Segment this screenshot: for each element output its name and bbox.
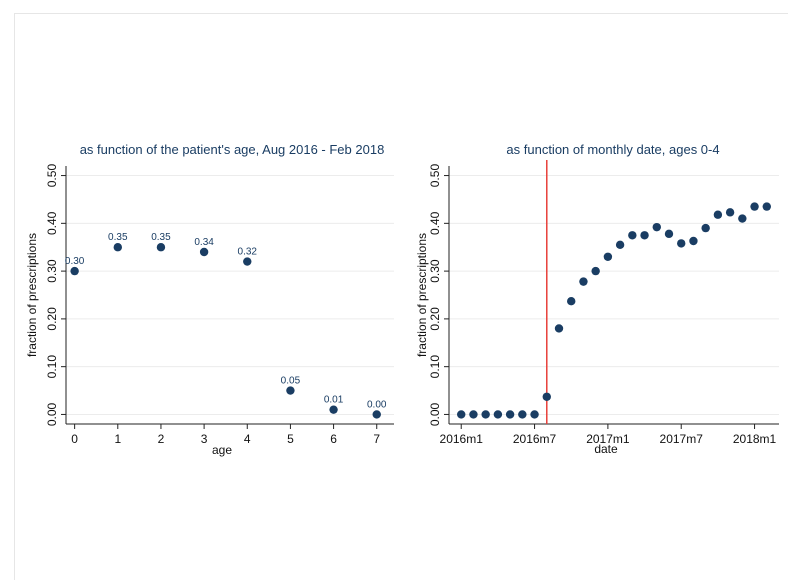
data-point [286,386,295,395]
data-label: 0.00 [367,399,387,410]
y-tick-label: 0.00 [45,402,59,426]
x-tick-label: 2 [158,432,165,446]
data-point [505,410,515,419]
data-point [199,247,209,257]
x-tick-label: 2017m7 [660,432,704,446]
x-tick-label: 4 [244,432,251,446]
data-label: 0.35 [108,232,128,243]
data-point [113,243,122,252]
y-tick-label: 0.50 [45,164,59,188]
x-tick-label: 2018m1 [733,432,777,446]
x-tick-label: 6 [330,432,337,446]
data-point [738,214,747,223]
data-point [554,324,564,333]
data-point [664,229,674,239]
data-point [481,410,490,419]
data-label: 0.35 [151,232,171,243]
data-point [469,410,478,419]
data-point [652,222,661,232]
y-tick-label: 0.00 [428,402,442,426]
x-tick-label: 2017m1 [586,432,630,446]
x-tick-label: 2016m1 [440,432,484,446]
data-point [567,297,576,306]
x-tick-label: 5 [287,432,294,446]
frame-top-border [14,13,788,14]
data-point [372,410,381,419]
y-tick-label: 0.20 [45,307,59,331]
data-point [156,243,166,252]
data-point [518,410,527,419]
data-point [677,239,686,248]
y-axis-label: fraction of prescriptions [415,233,429,357]
data-point [713,210,723,219]
y-tick-label: 0.30 [45,259,59,283]
y-tick-label: 0.10 [45,355,59,379]
y-tick-label: 0.50 [428,164,442,188]
data-point [530,410,539,419]
chart-title: as function of the patient's age, Aug 20… [80,142,385,157]
data-point [579,277,588,286]
data-point [70,266,79,276]
data-point [689,236,698,246]
data-label: 0.01 [324,395,344,406]
y-tick-label: 0.30 [428,259,442,283]
x-tick-label: 3 [201,432,208,446]
data-point [493,410,503,419]
data-point [329,405,338,414]
x-axis-label: date [594,442,618,456]
x-tick-label: 0 [71,432,78,446]
data-point [628,231,637,240]
data-point [762,202,771,211]
x-tick-label: 2016m7 [513,432,557,446]
data-point [603,252,613,261]
data-point [591,266,600,276]
data-point [701,223,710,233]
chart-title: as function of monthly date, ages 0-4 [506,142,719,157]
data-point [725,208,735,217]
data-label: 0.32 [238,247,258,258]
y-axis-label: fraction of prescriptions [25,233,39,357]
y-tick-label: 0.20 [428,307,442,331]
x-tick-label: 1 [114,432,121,446]
data-point [457,410,466,419]
data-point [640,231,649,240]
y-tick-label: 0.40 [428,211,442,235]
y-tick-label: 0.10 [428,355,442,379]
data-point [750,202,759,211]
x-axis-label: age [212,443,232,457]
data-point [542,392,551,401]
data-point [615,240,625,250]
y-tick-label: 0.40 [45,211,59,235]
data-label: 0.30 [65,256,85,267]
x-tick-label: 7 [373,432,380,446]
frame-left-border [14,13,15,580]
data-label: 0.05 [281,376,301,387]
data-point [243,257,252,266]
data-label: 0.34 [194,237,214,248]
